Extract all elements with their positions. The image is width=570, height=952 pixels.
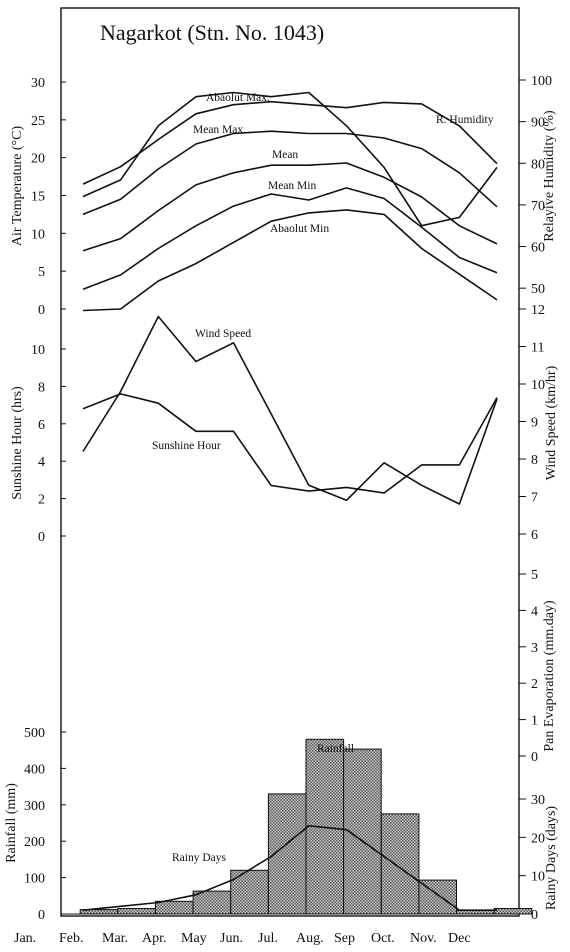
right-tick-label: 10 — [531, 378, 545, 393]
series-line — [82, 130, 498, 216]
right-tick-label: 2 — [531, 677, 538, 692]
rainy-days-axis-title: Rainy Days (days) — [544, 806, 559, 911]
right-tick-label: 50 — [531, 282, 545, 297]
right-tick-label: 70 — [531, 199, 545, 214]
left-tick-label: 10 — [31, 343, 45, 358]
left-tick-label: 0 — [38, 908, 45, 923]
left-tick-label: 6 — [38, 418, 45, 433]
left-tick-label: 2 — [38, 493, 45, 508]
left-tick-label: 30 — [31, 76, 45, 91]
chart-title: Nagarkot (Stn. No. 1043) — [100, 20, 324, 45]
left-tick-label: 100 — [24, 872, 45, 887]
right-tick-label: 4 — [531, 604, 538, 619]
series-annotation: Abaolut Max. — [206, 92, 270, 104]
left-tick-label: 15 — [31, 190, 45, 205]
month-axis: Jan. Feb. Mar. Apr. May Jun. Jul. Aug. Sep Oct. No… — [14, 931, 471, 946]
left-tick-label: 0 — [38, 303, 45, 318]
month-label: Nov. — [410, 931, 437, 946]
month-label: Jan. — [14, 931, 36, 946]
left-tick-label: 8 — [38, 380, 45, 395]
right-tick-label: 7 — [531, 491, 538, 506]
month-label: Mar. — [102, 931, 128, 946]
temperature-humidity-panel: 0 5 10 15 20 25 30 50 60 70 80 90 100 Air Temperature… — [10, 74, 557, 318]
left-tick-label: 400 — [24, 762, 45, 777]
series-line — [82, 824, 497, 912]
rainfall-bar — [155, 900, 194, 915]
right-tick-label: 20 — [531, 831, 545, 846]
right-tick-label: 90 — [531, 116, 545, 131]
month-label: Apr. — [142, 931, 167, 946]
left-tick-label: 5 — [38, 265, 45, 280]
right-tick-label: 80 — [531, 157, 545, 172]
series-annotation: Mean Max. — [193, 124, 246, 136]
sunshine-axis-title: Sunshine Hour (hrs) — [10, 386, 25, 500]
rainfall-bar — [192, 890, 232, 915]
series-line — [82, 315, 498, 505]
sunshine-wind-panel: 0 2 4 6 8 10 6 7 8 9 10 11 12 Sunshine Hour (hrs) Wind… — [10, 303, 559, 545]
right-tick-label: 0 — [531, 750, 538, 765]
month-label: Jun. — [220, 931, 243, 946]
left-tick-label: 0 — [38, 530, 45, 545]
month-label: Dec — [448, 931, 471, 946]
right-tick-label: 6 — [531, 528, 538, 543]
series-annotation: R. Humidity — [436, 114, 494, 126]
series-annotation: Mean — [272, 149, 298, 161]
right-tick-label: 0 — [531, 908, 538, 923]
wind-axis-title: Wind Speed (km/hr) — [544, 365, 559, 480]
right-tick-label: 8 — [531, 453, 538, 468]
right-tick-label: 100 — [531, 74, 552, 89]
month-label: Jul. — [258, 931, 278, 946]
left-tick-label: 300 — [24, 799, 45, 814]
left-tick-label: 500 — [24, 726, 45, 741]
right-tick-label: 5 — [531, 568, 538, 583]
month-label: May — [181, 931, 207, 946]
series-line — [82, 91, 498, 227]
right-tick-label: 3 — [531, 641, 538, 656]
temperature-axis-title: Air Temperature (°C) — [10, 126, 25, 247]
month-label: Aug. — [296, 931, 324, 946]
right-tick-label: 10 — [531, 870, 545, 885]
rainfall-panel: 0 100 200 300 400 500 0 10 20 30 Rainfall (mm) Rain… — [4, 726, 559, 923]
rainfall-bar — [380, 813, 420, 915]
month-label: Sep — [334, 931, 355, 946]
right-tick-label: 11 — [531, 341, 544, 356]
right-tick-label: 9 — [531, 416, 538, 431]
month-label: Feb. — [59, 931, 84, 946]
series-annotation: Rainy Days — [172, 852, 227, 864]
left-tick-label: 200 — [24, 835, 45, 850]
right-tick-label: 60 — [531, 241, 545, 256]
left-tick-label: 10 — [31, 227, 45, 242]
series-annotation: Wind Speed — [195, 328, 251, 340]
series-line — [82, 162, 498, 252]
series-line — [82, 393, 498, 494]
series-annotation: Rainfall — [317, 743, 354, 755]
left-tick-label: 25 — [31, 114, 45, 129]
series-annotation: Sunshine Hour — [152, 440, 221, 452]
right-tick-label: 1 — [531, 714, 538, 729]
month-label: Oct. — [371, 931, 395, 946]
series-annotation: Mean Min — [268, 180, 316, 192]
rainfall-bar — [117, 908, 156, 915]
right-tick-label: 12 — [531, 303, 545, 318]
series-annotation: Abaolut Min — [270, 223, 329, 235]
series-line — [82, 187, 498, 291]
pan-evaporation-panel: 0 1 2 3 4 5 Pan Evaporation (mm.day) — [518, 568, 557, 765]
rainfall-bar — [493, 908, 533, 915]
left-tick-label: 4 — [38, 455, 45, 470]
left-tick-label: 20 — [31, 152, 45, 167]
series-line — [82, 100, 498, 185]
rainfall-axis-title: Rainfall (mm) — [4, 783, 19, 863]
series-line — [82, 209, 498, 312]
humidity-axis-title: Relayive Humidity (%) — [542, 110, 557, 242]
chart-frame — [60, 7, 520, 917]
evaporation-axis-title: Pan Evaporation (mm.day) — [542, 600, 557, 752]
right-tick-label: 30 — [531, 793, 545, 808]
